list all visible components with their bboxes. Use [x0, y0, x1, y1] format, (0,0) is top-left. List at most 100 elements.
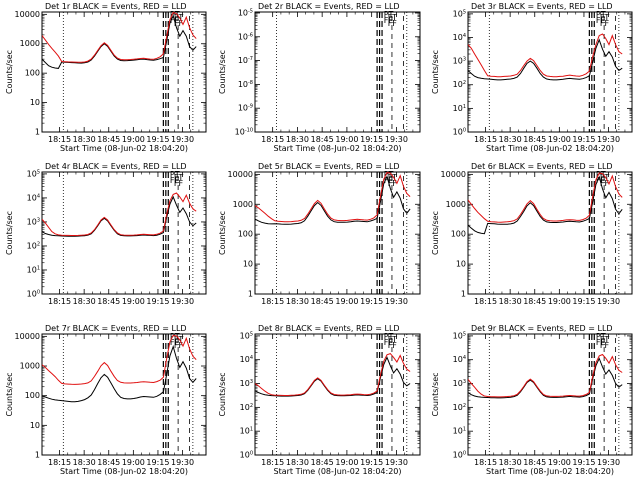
panel-title: Det 6r BLACK = Events, RED = LLD — [471, 162, 613, 171]
x-tick-label: 18:45 — [523, 297, 546, 306]
marker-label: PT — [384, 10, 394, 19]
y-tick-label: 104 — [240, 355, 253, 364]
marker-label: FT — [600, 173, 609, 182]
y-tick-label: 1 — [35, 128, 40, 137]
y-tick-label: 102 — [453, 80, 466, 89]
x-tick-label: 18:45 — [523, 458, 546, 467]
y-axis-label: Counts/sec — [5, 211, 14, 255]
marker-label: FT — [388, 13, 397, 22]
panel-det6r: Det 6r BLACK = Events, RED = LLD 1 10 100 10… — [431, 162, 633, 306]
y-tick-label: 104 — [453, 355, 466, 364]
y-tick-label: 10 — [30, 98, 40, 107]
y-axis-label: Counts/sec — [431, 372, 440, 416]
marker-label: FT — [174, 173, 183, 182]
y-tick-label: 10 — [30, 421, 40, 430]
x-tick-label: 19:30 — [597, 297, 620, 306]
plot-frame — [467, 333, 633, 456]
x-tick-label: 18:45 — [311, 297, 334, 306]
x-tick-label: 18:45 — [97, 297, 120, 306]
x-tick-label: 18:45 — [523, 135, 546, 144]
x-tick-label: 19:30 — [385, 458, 408, 467]
y-tick-label: 101 — [240, 427, 253, 436]
x-tick-label: 19:00 — [122, 297, 145, 306]
events-series-line — [255, 175, 411, 225]
panel-title: Det 9r BLACK = Events, RED = LLD — [471, 324, 613, 333]
lld-series-line — [42, 192, 197, 236]
y-tick-label: 100 — [451, 230, 466, 239]
marker-label: FF — [600, 341, 610, 350]
y-tick-label: 10000 — [228, 170, 253, 179]
y-tick-label: 100 — [25, 69, 40, 78]
panel-det8r: Det 8r BLACK = Events, RED = LLD 100 101 10… — [218, 324, 421, 476]
y-tick-label: 1 — [248, 290, 253, 299]
marker-label: PT — [170, 10, 180, 19]
x-tick-label: 18:15 — [48, 297, 71, 306]
y-tick-label: 100 — [453, 128, 466, 137]
x-tick-label: 19:00 — [548, 297, 571, 306]
marker-label: FF — [388, 19, 398, 28]
y-tick-label: 10-6 — [238, 32, 253, 41]
marker-label: FF — [174, 341, 184, 350]
marker-label: FE — [596, 16, 606, 25]
x-tick-label: 19:00 — [548, 135, 571, 144]
y-tick-label: 100 — [453, 451, 466, 460]
x-tick-label: 18:15 — [261, 135, 284, 144]
plot-frame — [41, 11, 207, 133]
x-tick-label: 18:45 — [97, 135, 120, 144]
panel-det7r: Det 7r BLACK = Events, RED = LLD 1 10 100 10… — [5, 324, 207, 476]
marker-label: PT — [596, 170, 606, 179]
y-tick-label: 105 — [240, 331, 253, 340]
x-tick-label: 18:45 — [311, 135, 334, 144]
y-tick-label: 10 — [456, 260, 466, 269]
x-tick-label: 18:45 — [311, 458, 334, 467]
marker-label: FE — [596, 338, 606, 347]
x-tick-label: 19:30 — [171, 297, 194, 306]
panel-det2r: Det 2r BLACK = Events, RED = LLD 10-10 10-… — [218, 2, 421, 153]
x-axis-label: Start Time (08-Jun-02 18:04:20) — [60, 144, 188, 153]
marker-label: FT — [600, 13, 609, 22]
x-tick-label: 18:15 — [474, 297, 497, 306]
y-tick-label: 1000 — [20, 362, 40, 371]
y-tick-label: 10-5 — [238, 8, 253, 17]
x-tick-label: 19:15 — [146, 458, 169, 467]
lld-series-line — [255, 353, 411, 396]
marker-label: FE — [170, 338, 180, 347]
panel-title: Det 2r BLACK = Events, RED = LLD — [258, 2, 400, 11]
y-tick-label: 10-9 — [238, 104, 253, 113]
y-tick-label: 10000 — [15, 10, 40, 19]
x-tick-label: 18:30 — [499, 135, 522, 144]
y-axis-label: Counts/sec — [218, 50, 227, 94]
x-tick-label: 18:15 — [261, 458, 284, 467]
marker-label: PT — [596, 332, 606, 341]
x-tick-label: 19:30 — [171, 135, 194, 144]
x-tick-label: 19:15 — [360, 458, 383, 467]
marker-label: FF — [388, 179, 398, 188]
x-tick-label: 18:15 — [261, 297, 284, 306]
events-series-line — [468, 175, 623, 235]
marker-label: FF — [174, 19, 184, 28]
events-series-line — [42, 195, 197, 237]
panel-det4r: Det 4r BLACK = Events, RED = LLD 100 101 10… — [5, 162, 207, 306]
lld-series-line — [468, 172, 623, 223]
y-tick-label: 1000 — [20, 39, 40, 48]
y-tick-label: 100 — [238, 230, 253, 239]
x-axis-label: Start Time (08-Jun-02 18:04:20) — [60, 467, 188, 476]
marker-label: PT — [596, 10, 606, 19]
panel-title: Det 1r BLACK = Events, RED = LLD — [45, 2, 187, 11]
y-tick-label: 105 — [453, 331, 466, 340]
marker-label: FE — [170, 176, 180, 185]
y-tick-label: 104 — [453, 33, 466, 42]
y-tick-label: 101 — [27, 265, 40, 274]
lld-series-line — [42, 12, 197, 63]
y-tick-label: 1000 — [233, 200, 253, 209]
x-tick-label: 18:30 — [499, 297, 522, 306]
events-series-line — [255, 356, 411, 397]
x-axis-label: Start Time (08-Jun-02 18:04:20) — [486, 467, 614, 476]
x-tick-label: 19:15 — [572, 458, 595, 467]
x-tick-label: 19:15 — [146, 297, 169, 306]
y-tick-label: 1 — [461, 290, 466, 299]
marker-label: FT — [174, 335, 183, 344]
x-tick-label: 18:30 — [499, 458, 522, 467]
x-axis-label: Start Time (08-Jun-02 18:04:20) — [274, 467, 402, 476]
